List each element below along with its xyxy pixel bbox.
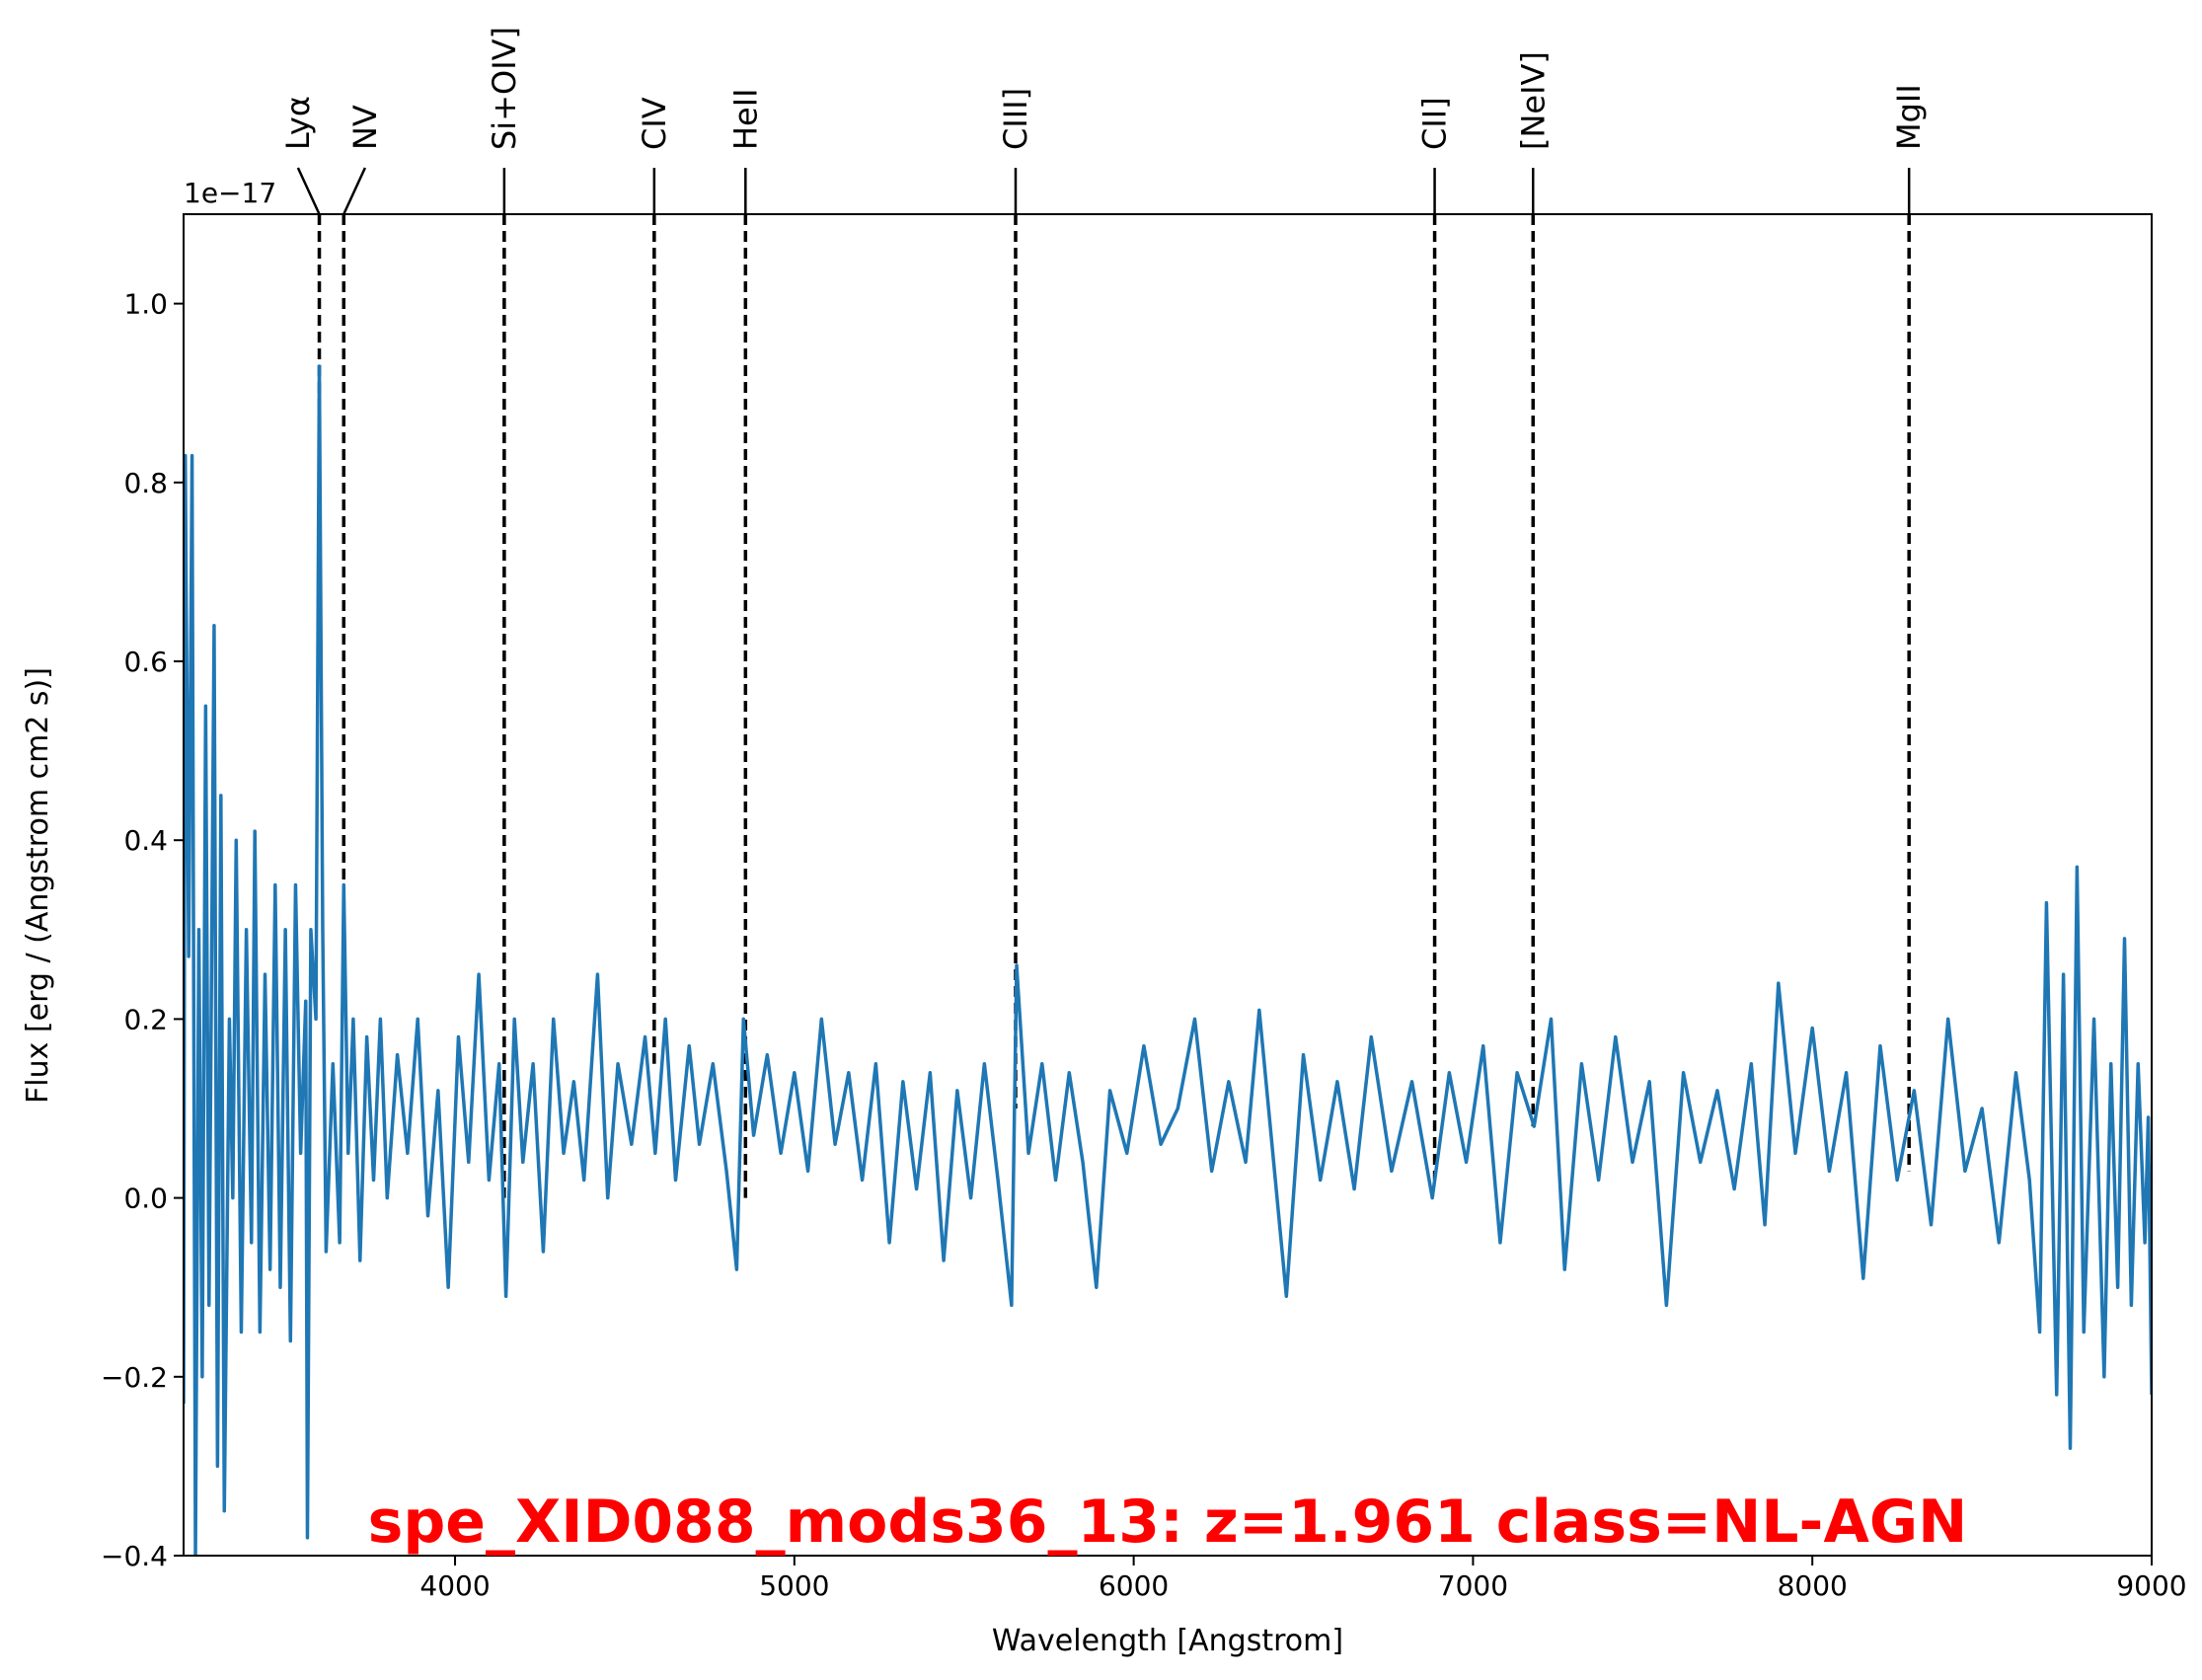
line-label: CIII]	[997, 88, 1034, 150]
spectrum-line	[184, 364, 2152, 1556]
line-label: HeII	[726, 88, 764, 150]
label-connector	[342, 167, 367, 215]
chart-title: spe_XID088_mods36_13: z=1.961 class=NL-A…	[368, 1488, 1968, 1557]
y-axis-label: Flux [erg / (Angstrom cm2 s)]	[21, 667, 55, 1104]
line-label: CIV	[636, 97, 673, 150]
plot-frame	[183, 213, 2153, 1557]
y-tick-label: 0.8	[123, 467, 168, 499]
line-label: NV	[346, 105, 384, 150]
y-tick-label: −0.2	[101, 1361, 168, 1394]
x-tick-label: 8000	[1778, 1569, 1848, 1602]
y-tick-label: 0.0	[123, 1183, 168, 1215]
x-tick-label: 4000	[419, 1569, 490, 1602]
line-label: CII]	[1416, 97, 1454, 150]
line-label: Si+OIV]	[486, 27, 523, 150]
x-tick-label: 5000	[759, 1569, 829, 1602]
y-offset-label: 1e−17	[184, 177, 276, 209]
line-label: Lyα	[279, 96, 317, 150]
line-label: MgII	[1890, 84, 1928, 150]
label-connector	[296, 167, 321, 215]
x-tick-label: 7000	[1438, 1569, 1508, 1602]
y-tick-label: 0.4	[123, 824, 168, 857]
x-axis-label: Wavelength [Angstrom]	[992, 1624, 1343, 1658]
line-label: [NeIV]	[1514, 51, 1552, 150]
x-tick-label: 6000	[1099, 1569, 1169, 1602]
y-tick-label: 0.6	[123, 646, 168, 678]
y-tick-label: 0.2	[123, 1003, 168, 1035]
y-tick-label: −0.4	[101, 1540, 168, 1572]
x-tick-label: 9000	[2116, 1569, 2186, 1602]
y-tick-label: 1.0	[123, 288, 168, 321]
